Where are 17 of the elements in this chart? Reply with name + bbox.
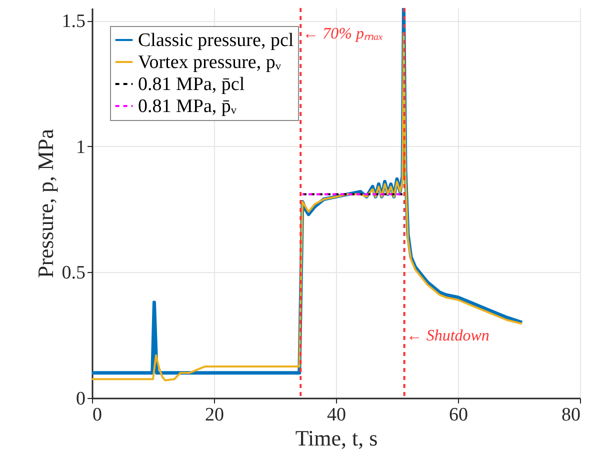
legend-label: Vortex pressure, pᵥ (138, 52, 282, 73)
x-tick-label: 20 (205, 404, 224, 426)
y-tick-label: 1 (76, 136, 86, 158)
y-axis-title: Pressure, p, MPa (32, 128, 58, 278)
x-axis-title: Time, t, s (295, 426, 378, 450)
ref-line-label: ← 70% pₘₐₓ (302, 25, 384, 42)
legend-label: Classic pressure, pcl (138, 30, 294, 51)
y-tick-label: 1.5 (62, 11, 86, 32)
y-tick-label: 0 (76, 388, 86, 410)
x-tick-label: 40 (327, 404, 346, 426)
legend-label: 0.81 MPa, p̄ᵥ (138, 96, 237, 117)
y-tick-label: 0.5 (62, 262, 86, 284)
x-tick-label: 60 (449, 404, 468, 426)
legend-label: 0.81 MPa, p̄cl (138, 74, 245, 95)
ref-line-label: ← Shutdown (406, 328, 490, 345)
x-tick-label: 80 (562, 404, 580, 426)
x-tick-label: 0 (92, 404, 102, 426)
